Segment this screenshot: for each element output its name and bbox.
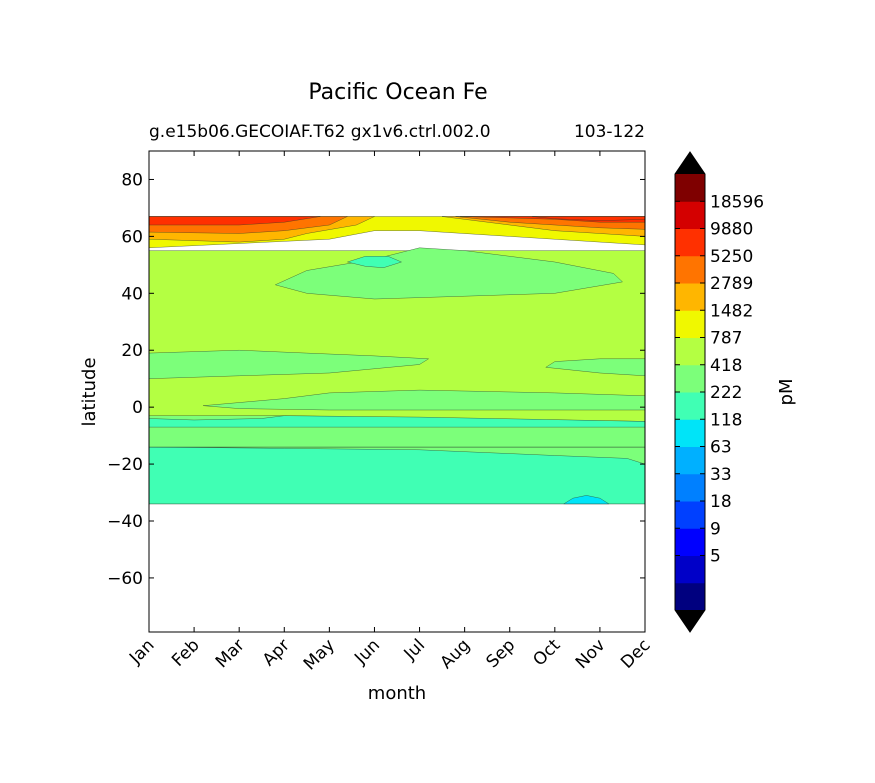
colorbar-tick-label: 418 bbox=[710, 356, 742, 376]
y-tick-label: −60 bbox=[107, 569, 143, 589]
colorbar-tick-label: 18596 bbox=[710, 192, 764, 212]
y-tick-label: 40 bbox=[121, 284, 143, 304]
x-axis-label: month bbox=[368, 683, 426, 704]
plot-area bbox=[148, 150, 646, 633]
contour-region bbox=[545, 358, 645, 377]
colorbar-tick-label: 9 bbox=[710, 519, 721, 539]
colorbar-extend-bottom bbox=[675, 610, 705, 632]
x-tick-label: Oct bbox=[529, 635, 564, 670]
chart-subtitle-left: g.e15b06.GECOIAF.T62 gx1v6.ctrl.002.0 bbox=[149, 122, 491, 142]
x-tick-label: Sep bbox=[482, 635, 519, 672]
chart-title: Pacific Ocean Fe bbox=[308, 80, 487, 105]
colorbar-tick-label: 33 bbox=[710, 465, 732, 485]
x-tick-label: Jun bbox=[350, 635, 384, 669]
colorbar-tick-label: 2789 bbox=[710, 274, 753, 294]
colorbar: 18596 9880 5250 2789 1482 787 418 222 118 63 33 18 9… bbox=[674, 151, 764, 633]
plot-frame bbox=[148, 150, 646, 633]
colorbar-tick-label: 1482 bbox=[710, 301, 753, 321]
colorbar-segment bbox=[675, 473, 705, 502]
contour-region bbox=[203, 389, 645, 411]
colorbar-outline bbox=[674, 151, 706, 633]
colorbar-segment bbox=[675, 255, 705, 284]
colorbar-segment bbox=[675, 174, 705, 202]
x-tick-label: Mar bbox=[212, 635, 249, 672]
colorbar-segment bbox=[675, 364, 705, 393]
contour-region bbox=[149, 415, 645, 428]
colorbar-segment bbox=[675, 337, 705, 366]
colorbar-segment bbox=[675, 528, 705, 556]
y-tick-label: 20 bbox=[121, 341, 143, 361]
colorbar-tick-label: 5250 bbox=[710, 247, 753, 267]
colorbar-tick-label: 18 bbox=[710, 492, 732, 512]
chart-subtitle-right: 103-122 bbox=[574, 122, 645, 142]
colorbar-label: pM bbox=[776, 379, 797, 406]
contour-region bbox=[149, 349, 430, 379]
colorbar-tick-label: 118 bbox=[710, 410, 742, 430]
colorbar-segment bbox=[675, 310, 705, 338]
colorbar-segment bbox=[675, 501, 705, 529]
colorbar-tick-label: 222 bbox=[710, 383, 742, 403]
contour-region bbox=[149, 446, 645, 505]
x-tick-label: Aug bbox=[437, 635, 475, 673]
contour-region bbox=[562, 495, 610, 505]
contour-region bbox=[346, 256, 403, 268]
x-tick-label: Apr bbox=[259, 635, 294, 670]
colorbar-tick-label: 787 bbox=[710, 329, 742, 349]
colorbar-segment bbox=[675, 228, 705, 257]
x-tick-label: Nov bbox=[572, 635, 610, 673]
colorbar-segment bbox=[675, 582, 705, 611]
colorbar-segment bbox=[675, 283, 705, 311]
y-axis: 80 60 40 20 0 −20 −40 −60 bbox=[107, 170, 645, 589]
y-tick-label: −40 bbox=[107, 512, 143, 532]
x-tick-label: Dec bbox=[617, 635, 654, 672]
contour-region bbox=[149, 216, 321, 226]
colorbar-tick-label: 63 bbox=[710, 438, 732, 458]
x-tick-label: May bbox=[300, 635, 339, 674]
x-tick-label: Jul bbox=[400, 635, 429, 664]
x-tick-label: Jan bbox=[125, 635, 158, 668]
colorbar-segment bbox=[675, 201, 705, 229]
y-axis-label: latitude bbox=[79, 357, 100, 426]
colorbar-tick-label: 5 bbox=[710, 547, 721, 567]
x-tick-label: Feb bbox=[168, 635, 203, 670]
contour-region bbox=[532, 216, 645, 221]
y-tick-label: 60 bbox=[121, 227, 143, 247]
colorbar-segment bbox=[675, 392, 705, 420]
y-tick-label: 0 bbox=[132, 398, 143, 418]
colorbar-segment bbox=[675, 419, 705, 447]
colorbar-extend-top bbox=[675, 152, 705, 174]
colorbar-segment bbox=[675, 446, 705, 475]
colorbar-segment bbox=[675, 555, 705, 584]
y-tick-label: 80 bbox=[121, 170, 143, 190]
y-tick-label: −20 bbox=[107, 455, 143, 475]
colorbar-tick-label: 9880 bbox=[710, 220, 753, 240]
